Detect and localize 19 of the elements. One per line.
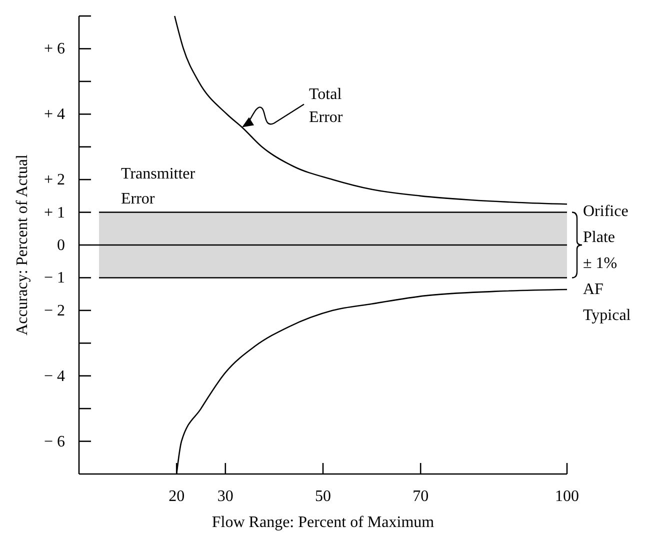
y-tick-label: − 4 xyxy=(44,368,65,385)
x-axis-title: Flow Range: Percent of Maximum xyxy=(212,514,435,531)
y-tick-label: + 1 xyxy=(44,204,65,222)
x-tick-label: 70 xyxy=(412,488,429,505)
band-label: Transmitter Error xyxy=(121,165,196,208)
annotation: Total Error xyxy=(308,86,344,126)
x-tick-label: 30 xyxy=(217,488,234,505)
x-tick-label: 50 xyxy=(315,488,331,505)
y-tick-label: + 2 xyxy=(44,172,65,189)
y-tick-label: − 6 xyxy=(44,433,65,450)
y-axis-title: Accuracy: Percent of Actual xyxy=(14,154,31,336)
annotation: Orifice Plate ± 1% AF Typical xyxy=(583,203,632,324)
y-tick-label: + 4 xyxy=(44,106,65,124)
x-tick-label: 100 xyxy=(555,488,579,505)
y-tick-label: 0 xyxy=(57,237,65,254)
y-tick-label: + 6 xyxy=(44,40,65,58)
y-tick-label: − 2 xyxy=(44,302,65,320)
y-tick-label: − 1 xyxy=(44,270,65,287)
x-tick-label: 20 xyxy=(168,488,185,505)
